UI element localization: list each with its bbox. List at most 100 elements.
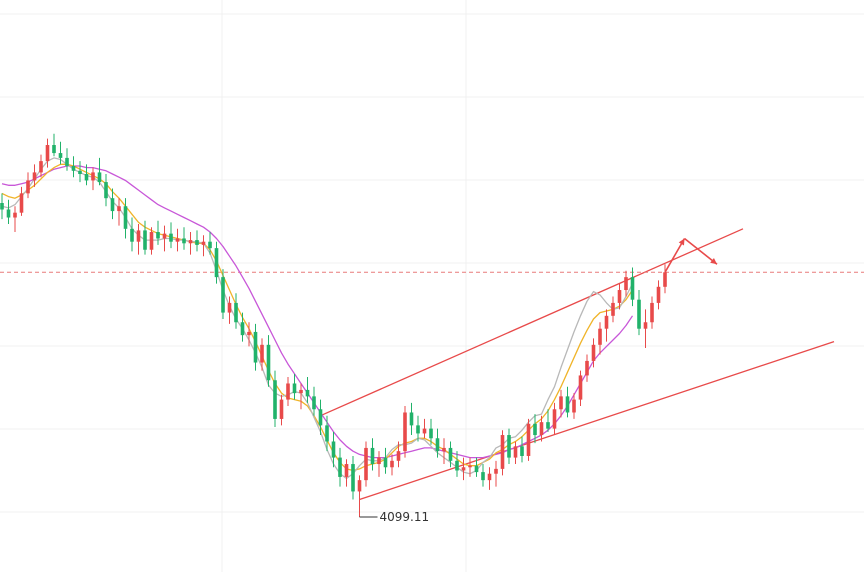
candle-body bbox=[390, 460, 394, 468]
candle bbox=[299, 383, 303, 410]
candle-body bbox=[338, 457, 342, 477]
candle bbox=[45, 138, 50, 168]
ma-short-line bbox=[1, 157, 634, 480]
candle-body bbox=[253, 331, 258, 363]
candle bbox=[526, 418, 531, 461]
candle bbox=[123, 198, 128, 239]
candle-body bbox=[19, 193, 24, 213]
candle-body bbox=[91, 172, 95, 181]
candle-body bbox=[585, 360, 589, 376]
candle bbox=[409, 402, 414, 436]
channel-upper-line bbox=[320, 228, 744, 417]
candle bbox=[65, 148, 69, 171]
candle-body bbox=[383, 457, 388, 468]
candle-body bbox=[435, 438, 440, 452]
candle-body bbox=[312, 396, 316, 410]
ma-long-line bbox=[1, 165, 634, 459]
candle-body bbox=[299, 389, 303, 394]
candle-body bbox=[208, 241, 212, 249]
candle bbox=[273, 370, 277, 427]
candle-body bbox=[448, 447, 453, 461]
candle-body bbox=[474, 465, 479, 473]
candle-body bbox=[461, 467, 466, 471]
candle bbox=[370, 438, 375, 471]
candle bbox=[58, 141, 63, 165]
candle-body bbox=[643, 322, 648, 329]
candle bbox=[169, 222, 173, 249]
candle bbox=[279, 394, 284, 426]
candle bbox=[331, 431, 336, 468]
candle-body bbox=[104, 182, 108, 199]
candle bbox=[591, 338, 596, 368]
candle-body bbox=[110, 198, 115, 212]
candle-body bbox=[162, 233, 167, 239]
candle bbox=[344, 459, 349, 487]
candle-body bbox=[409, 412, 414, 426]
candle-body bbox=[663, 272, 667, 287]
candle-body bbox=[520, 446, 524, 456]
candle-body bbox=[403, 412, 407, 452]
candle bbox=[474, 457, 479, 477]
candle-body bbox=[500, 435, 505, 469]
candle bbox=[136, 223, 141, 255]
candle bbox=[195, 230, 199, 252]
candle-body bbox=[468, 465, 472, 468]
candle bbox=[585, 354, 589, 382]
candle bbox=[455, 451, 459, 477]
candle-body bbox=[630, 277, 635, 300]
candle bbox=[383, 447, 388, 474]
candle bbox=[247, 322, 251, 347]
candle bbox=[546, 409, 550, 432]
candle-body bbox=[273, 380, 277, 419]
candle-body bbox=[422, 428, 427, 434]
candle bbox=[240, 312, 245, 342]
candle bbox=[487, 467, 492, 490]
candle-body bbox=[396, 451, 401, 461]
candle bbox=[643, 309, 648, 349]
candle bbox=[656, 280, 661, 310]
candle bbox=[481, 464, 485, 487]
candle bbox=[468, 457, 472, 477]
candle bbox=[565, 386, 570, 418]
candle-body bbox=[32, 172, 37, 181]
candle-body bbox=[71, 165, 76, 171]
candle bbox=[78, 161, 82, 183]
candle bbox=[214, 241, 219, 284]
candle bbox=[227, 296, 232, 324]
candle bbox=[97, 157, 102, 186]
candle bbox=[266, 335, 271, 387]
candle-body bbox=[156, 232, 160, 239]
candle-body bbox=[182, 238, 186, 244]
candle bbox=[364, 441, 368, 487]
candle-body bbox=[637, 299, 641, 329]
channel-lower-line bbox=[359, 340, 835, 501]
candle bbox=[435, 428, 440, 458]
candle-body bbox=[481, 472, 485, 481]
projection-down-arrow-shaft bbox=[684, 237, 718, 265]
candle bbox=[325, 415, 329, 452]
candle bbox=[559, 389, 563, 418]
candle bbox=[156, 220, 160, 245]
candle bbox=[650, 296, 654, 329]
candle bbox=[552, 402, 557, 436]
candle bbox=[130, 217, 134, 252]
candle-body bbox=[650, 302, 654, 323]
candle bbox=[578, 370, 583, 407]
candles bbox=[0, 133, 667, 518]
candle-body bbox=[169, 233, 173, 242]
candle-body bbox=[351, 464, 355, 492]
candle bbox=[513, 441, 518, 465]
candle-body bbox=[624, 277, 628, 291]
candle-body bbox=[52, 145, 56, 154]
candle-body bbox=[591, 344, 596, 361]
candle-body bbox=[188, 240, 193, 244]
candle-body bbox=[240, 322, 245, 336]
candle-body bbox=[84, 174, 89, 181]
candle-body bbox=[214, 248, 219, 278]
candle bbox=[175, 228, 180, 252]
candle bbox=[208, 232, 212, 255]
candle bbox=[253, 323, 258, 371]
candle bbox=[507, 428, 511, 465]
projection-up-arrow-shaft bbox=[664, 238, 686, 273]
